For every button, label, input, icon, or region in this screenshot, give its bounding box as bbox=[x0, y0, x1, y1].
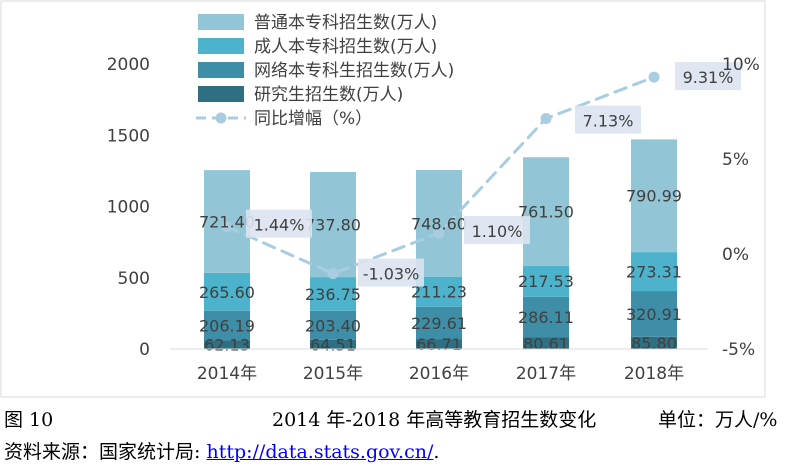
x-tick-label: 2018年 bbox=[624, 364, 684, 384]
bar-value-label: 748.60 bbox=[411, 214, 467, 233]
bar-segment bbox=[310, 171, 356, 278]
growth-label-box bbox=[358, 258, 424, 287]
bar-segment bbox=[416, 306, 462, 340]
bar-value-label: 790.99 bbox=[626, 187, 682, 206]
growth-label-box bbox=[675, 62, 741, 91]
figure-title: 2014 年-2018 年高等教育招生数变化 bbox=[272, 409, 597, 431]
growth-label: 1.44% bbox=[254, 216, 305, 235]
bar-value-label: 85.80 bbox=[631, 334, 677, 353]
legend-line-marker bbox=[215, 112, 227, 124]
bar-segment bbox=[416, 339, 462, 349]
growth-point bbox=[327, 268, 339, 280]
bar-value-label: 66.71 bbox=[416, 335, 462, 354]
y-left-tick-label: 0 bbox=[139, 340, 150, 360]
legend: 普通本专科招生数(万人) 成人本专科招生数(万人) 网络本专科生招生数(万人) 研究生… bbox=[196, 13, 454, 129]
bar-value-label: 761.50 bbox=[518, 202, 574, 221]
legend-entry: 同比增幅（%） bbox=[254, 109, 372, 129]
bar-value-label: 236.75 bbox=[305, 285, 361, 304]
bar-value-label: 211.23 bbox=[411, 283, 467, 302]
y-left-tick-label: 2000 bbox=[107, 55, 150, 75]
y-right-tick-label: 5% bbox=[722, 150, 749, 170]
growth-point bbox=[433, 227, 445, 239]
growth-point bbox=[648, 71, 660, 83]
bar-value-label: 265.60 bbox=[199, 283, 255, 302]
y-right-tick-label: 10% bbox=[722, 55, 760, 75]
axes-layer: 0 500 1000 1500 2000 -5% 0% 5% 10% 2014年 2015年 2016… bbox=[107, 55, 760, 384]
y-left-tick-label: 1000 bbox=[107, 198, 150, 218]
legend-entry: 网络本专科生招生数(万人) bbox=[254, 61, 454, 81]
y-left-tick-label: 1500 bbox=[107, 126, 150, 146]
source-line: 资料来源：国家统计局: http://data.stats.gov.cn/. bbox=[4, 437, 439, 464]
growth-label: 1.10% bbox=[472, 222, 523, 241]
legend-entry: 成人本专科招生数(万人) bbox=[254, 37, 437, 57]
growth-label: 7.13% bbox=[583, 112, 634, 131]
bar-value-label: 737.80 bbox=[305, 216, 361, 235]
bar-value-label: 229.61 bbox=[411, 314, 467, 333]
bar-segment bbox=[523, 157, 569, 266]
x-tick-label: 2016年 bbox=[409, 364, 469, 384]
bar-segment bbox=[523, 265, 569, 297]
bar-segment bbox=[310, 277, 356, 311]
bar-value-label: 62.13 bbox=[204, 336, 250, 355]
growth-label-box bbox=[464, 216, 530, 245]
source-link[interactable]: http://data.stats.gov.cn/ bbox=[206, 441, 434, 463]
bar-segment bbox=[310, 339, 356, 349]
growth-point bbox=[221, 221, 233, 233]
figure-unit: 单位：万人/% bbox=[658, 409, 778, 431]
bar-segment bbox=[631, 336, 677, 349]
legend-swatch bbox=[198, 38, 244, 54]
x-tick-label: 2015年 bbox=[303, 364, 363, 384]
bar-value-label: 64.51 bbox=[310, 335, 356, 354]
bar-value-label: 217.53 bbox=[518, 272, 574, 291]
bar-segment bbox=[631, 252, 677, 292]
y-right-tick-label: 0% bbox=[722, 245, 749, 265]
growth-point bbox=[540, 113, 552, 125]
x-tick-label: 2014年 bbox=[197, 364, 257, 384]
y-right-tick-label: -5% bbox=[722, 340, 755, 360]
legend-swatch bbox=[198, 62, 244, 78]
legend-swatch bbox=[198, 14, 244, 30]
bar-segment bbox=[310, 310, 356, 340]
source-prefix: 资料来源：国家统计局: bbox=[4, 441, 207, 463]
source-suffix: . bbox=[433, 441, 440, 463]
bar-segment bbox=[204, 310, 250, 341]
x-tick-label: 2017年 bbox=[516, 364, 576, 384]
growth-label-box bbox=[575, 105, 641, 134]
bar-segment bbox=[631, 291, 677, 337]
y-left-tick-label: 500 bbox=[118, 269, 150, 289]
bar-segment bbox=[631, 139, 677, 253]
bar-segment bbox=[523, 296, 569, 338]
growth-label: -1.03% bbox=[363, 265, 420, 284]
bars-layer bbox=[204, 139, 677, 349]
bar-segment bbox=[204, 340, 250, 349]
legend-entry: 普通本专科招生数(万人) bbox=[254, 13, 437, 33]
legend-swatch bbox=[198, 86, 244, 102]
bar-segment bbox=[204, 272, 250, 311]
bar-value-label: 320.91 bbox=[626, 305, 682, 324]
bar-value-label: 206.19 bbox=[199, 316, 255, 335]
bar-value-label: 286.11 bbox=[518, 308, 574, 327]
legend-entry: 研究生招生数(万人) bbox=[254, 85, 403, 105]
growth-line-layer bbox=[221, 71, 660, 280]
bar-value-label: 203.40 bbox=[305, 316, 361, 335]
bar-segment bbox=[523, 337, 569, 349]
bar-value-label: 273.31 bbox=[626, 263, 682, 282]
figure-label: 图 10 bbox=[4, 409, 54, 431]
growth-label: 9.31% bbox=[683, 68, 734, 87]
bar-value-label: 721.40 bbox=[199, 213, 255, 232]
growth-label-box bbox=[246, 209, 312, 238]
bar-value-label: 80.61 bbox=[523, 334, 569, 353]
